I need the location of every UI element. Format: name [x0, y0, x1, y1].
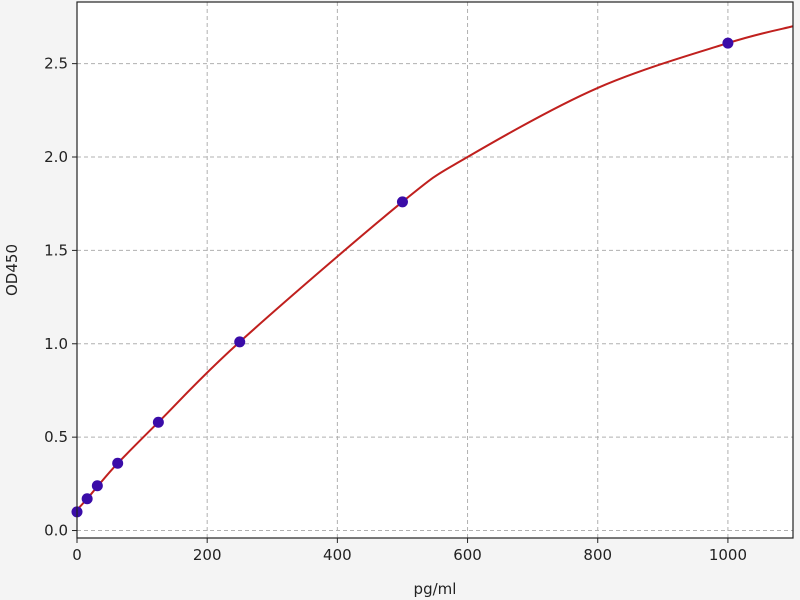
y-ticks: 0.0 0.5 1.0 1.5 2.0 2.5: [44, 55, 77, 540]
x-tick-label: 800: [583, 546, 612, 564]
y-tick-label: 0.0: [44, 522, 68, 540]
plot-frame: [76, 1, 794, 539]
data-point: [396, 196, 408, 208]
data-point: [81, 493, 93, 505]
x-tick-label: 600: [453, 546, 482, 564]
data-point: [91, 480, 103, 492]
y-tick-label: 2.5: [44, 55, 68, 73]
data-point: [722, 37, 734, 49]
x-tick-label: 200: [193, 546, 222, 564]
y-tick-label: 1.0: [44, 335, 68, 353]
x-tick-label: 0: [72, 546, 82, 564]
points-group: [71, 37, 734, 518]
y-tick-label: 0.5: [44, 428, 68, 446]
grid: [76, 2, 793, 538]
y-axis-label: OD450: [3, 244, 21, 296]
data-point: [152, 416, 164, 428]
data-point: [112, 457, 124, 469]
data-point: [234, 336, 246, 348]
y-tick-label: 2.0: [44, 148, 68, 166]
x-ticks: 0 200 400 600 800 1000: [72, 538, 747, 564]
plot-area: [77, 2, 793, 538]
x-tick-label: 1000: [709, 546, 747, 564]
x-axis-label: pg/ml: [414, 580, 457, 598]
x-tick-label: 400: [323, 546, 352, 564]
y-tick-label: 1.5: [44, 241, 68, 259]
